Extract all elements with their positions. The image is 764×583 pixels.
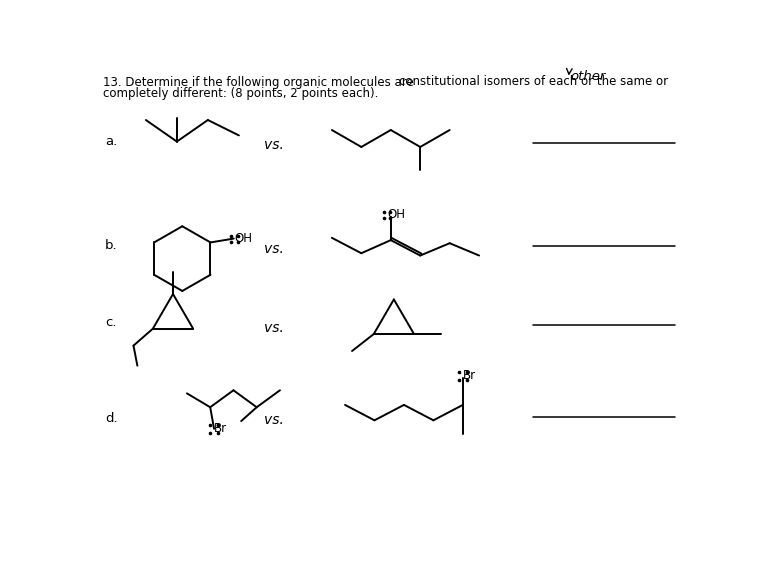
Text: vs.: vs. <box>264 321 284 335</box>
Text: vs.: vs. <box>264 138 284 152</box>
Text: OH: OH <box>235 232 253 245</box>
Text: Br: Br <box>214 422 227 436</box>
Text: other: other <box>571 70 606 83</box>
Text: 13. Determine if the following organic molecules are: 13. Determine if the following organic m… <box>103 76 414 89</box>
Text: vs.: vs. <box>264 243 284 257</box>
Text: vs.: vs. <box>264 413 284 427</box>
Text: Br: Br <box>463 369 476 382</box>
Text: completely different: (8 points, 2 points each).: completely different: (8 points, 2 point… <box>103 87 379 100</box>
Text: b.: b. <box>105 239 118 252</box>
Text: OH: OH <box>387 208 406 221</box>
Text: a.: a. <box>105 135 117 148</box>
Text: constitutional isomers of each or the same or: constitutional isomers of each or the sa… <box>400 75 668 87</box>
Text: c.: c. <box>105 316 116 329</box>
Text: d.: d. <box>105 412 118 425</box>
